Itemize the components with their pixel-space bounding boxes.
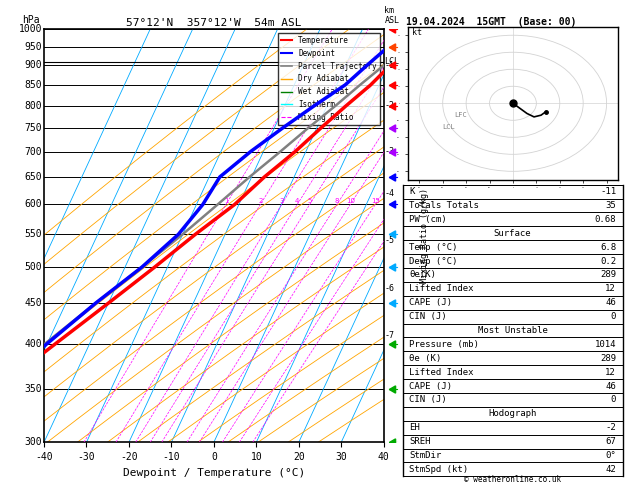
Text: CIN (J): CIN (J) — [409, 396, 447, 404]
Text: -5: -5 — [384, 236, 394, 245]
Text: 46: 46 — [605, 298, 616, 307]
Text: 550: 550 — [25, 229, 42, 239]
Text: 12: 12 — [605, 367, 616, 377]
Text: 850: 850 — [25, 80, 42, 90]
Text: 2: 2 — [258, 198, 262, 205]
Text: θe (K): θe (K) — [409, 354, 442, 363]
Text: 1000: 1000 — [19, 24, 42, 34]
Text: LFC: LFC — [454, 112, 467, 118]
Text: 8: 8 — [335, 198, 339, 205]
Text: K: K — [409, 187, 415, 196]
Text: Surface: Surface — [494, 229, 532, 238]
Text: StmSpd (kt): StmSpd (kt) — [409, 465, 468, 474]
Text: Hodograph: Hodograph — [489, 409, 537, 418]
Text: EH: EH — [409, 423, 420, 432]
Text: Most Unstable: Most Unstable — [477, 326, 548, 335]
Text: 12: 12 — [605, 284, 616, 294]
Text: LCL: LCL — [384, 57, 399, 66]
Text: PW (cm): PW (cm) — [409, 215, 447, 224]
Text: 35: 35 — [605, 201, 616, 210]
Text: 0: 0 — [611, 312, 616, 321]
Text: 600: 600 — [25, 199, 42, 209]
Text: 750: 750 — [25, 123, 42, 133]
Text: 19.04.2024  15GMT  (Base: 00): 19.04.2024 15GMT (Base: 00) — [406, 17, 576, 27]
Text: -4: -4 — [384, 189, 394, 198]
Text: 900: 900 — [25, 60, 42, 70]
Text: -1: -1 — [384, 61, 394, 70]
Text: kt: kt — [412, 28, 422, 37]
Text: 800: 800 — [25, 101, 42, 111]
Text: 289: 289 — [600, 354, 616, 363]
Text: Dewp (°C): Dewp (°C) — [409, 257, 457, 265]
Text: 400: 400 — [25, 339, 42, 348]
Text: 289: 289 — [600, 270, 616, 279]
Text: CAPE (J): CAPE (J) — [409, 382, 452, 391]
Text: Totals Totals: Totals Totals — [409, 201, 479, 210]
Text: LCL: LCL — [443, 124, 455, 130]
Text: © weatheronline.co.uk: © weatheronline.co.uk — [464, 474, 561, 484]
Text: 10: 10 — [346, 198, 355, 205]
Text: Lifted Index: Lifted Index — [409, 284, 474, 294]
Text: 42: 42 — [605, 465, 616, 474]
Text: -6: -6 — [384, 284, 394, 293]
Text: 300: 300 — [25, 437, 42, 447]
Text: -2: -2 — [384, 101, 394, 110]
Text: 650: 650 — [25, 172, 42, 182]
Text: SREH: SREH — [409, 437, 431, 446]
Text: 6.8: 6.8 — [600, 243, 616, 252]
Text: -11: -11 — [600, 187, 616, 196]
X-axis label: Dewpoint / Temperature (°C): Dewpoint / Temperature (°C) — [123, 468, 305, 478]
Text: 46: 46 — [605, 382, 616, 391]
Text: Temp (°C): Temp (°C) — [409, 243, 457, 252]
Text: 67: 67 — [605, 437, 616, 446]
Text: Mixing Ratio (g/kg): Mixing Ratio (g/kg) — [420, 188, 429, 283]
Text: 1014: 1014 — [594, 340, 616, 349]
Text: 350: 350 — [25, 384, 42, 394]
Legend: Temperature, Dewpoint, Parcel Trajectory, Dry Adiabat, Wet Adiabat, Isotherm, Mi: Temperature, Dewpoint, Parcel Trajectory… — [277, 33, 380, 125]
Text: 5: 5 — [308, 198, 312, 205]
Text: Lifted Index: Lifted Index — [409, 367, 474, 377]
Text: 0: 0 — [611, 396, 616, 404]
Text: CIN (J): CIN (J) — [409, 312, 447, 321]
Text: 700: 700 — [25, 147, 42, 156]
Text: -3: -3 — [384, 147, 394, 156]
Text: -2: -2 — [605, 423, 616, 432]
Text: Pressure (mb): Pressure (mb) — [409, 340, 479, 349]
Text: 1: 1 — [224, 198, 228, 205]
Title: 57°12'N  357°12'W  54m ASL: 57°12'N 357°12'W 54m ASL — [126, 18, 302, 28]
Text: CAPE (J): CAPE (J) — [409, 298, 452, 307]
Text: 3: 3 — [279, 198, 284, 205]
Text: 500: 500 — [25, 262, 42, 272]
Text: θe(K): θe(K) — [409, 270, 436, 279]
Text: 950: 950 — [25, 42, 42, 52]
Text: 0.68: 0.68 — [594, 215, 616, 224]
Text: 15: 15 — [371, 198, 380, 205]
Text: -7: -7 — [384, 330, 394, 340]
Text: 0°: 0° — [605, 451, 616, 460]
Text: StmDir: StmDir — [409, 451, 442, 460]
Text: 4: 4 — [295, 198, 299, 205]
Text: km
ASL: km ASL — [384, 6, 399, 25]
Text: 450: 450 — [25, 298, 42, 308]
Text: 0.2: 0.2 — [600, 257, 616, 265]
Text: hPa: hPa — [22, 15, 40, 25]
